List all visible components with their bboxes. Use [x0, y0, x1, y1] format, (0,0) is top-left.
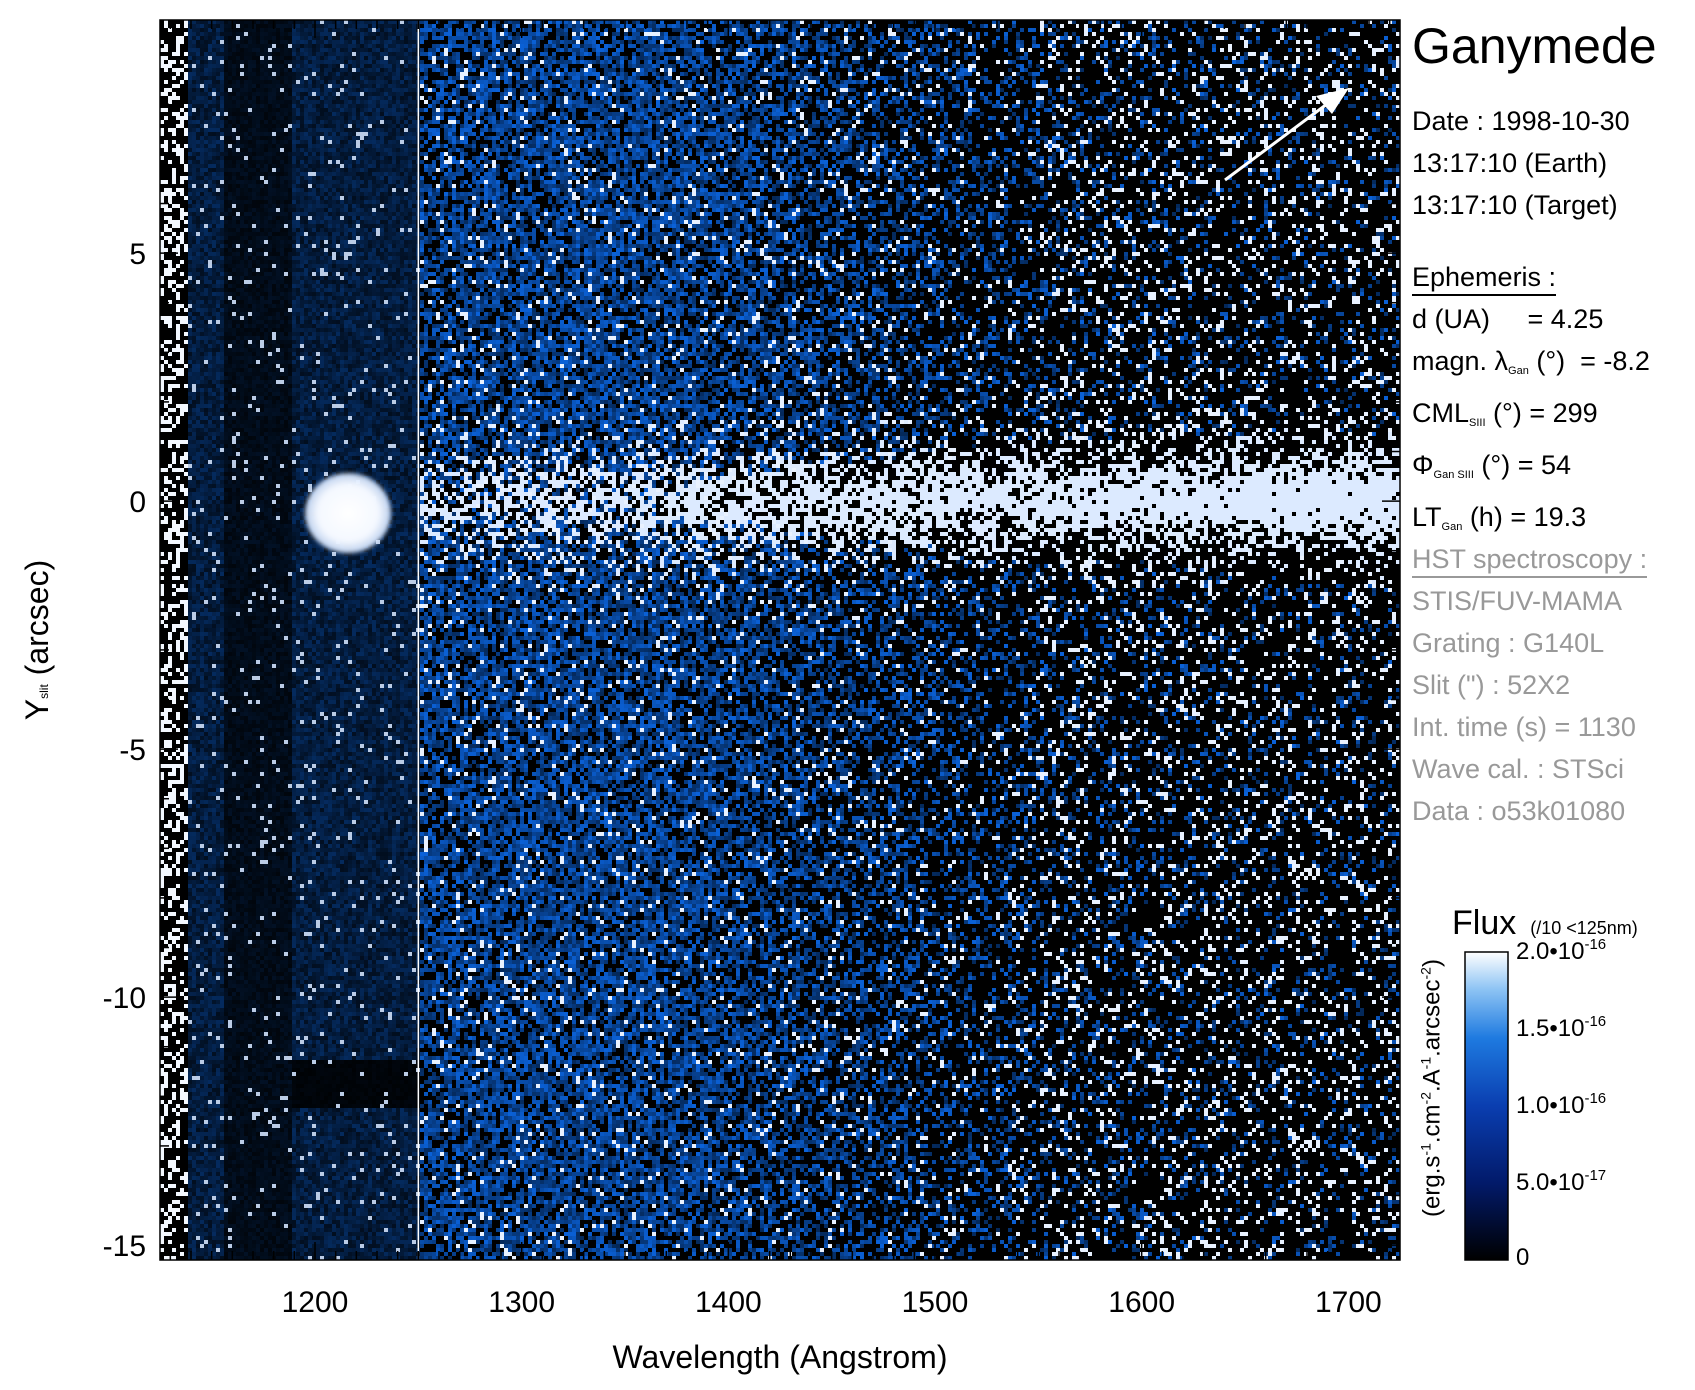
lyman-alpha-blob — [305, 473, 392, 554]
direction-arrow — [1224, 88, 1349, 182]
colorbar-tick-label: 2.0•10-16 — [1516, 936, 1607, 965]
hst-line: STIS/FUV-MAMA — [1412, 586, 1623, 616]
x-tick-label: 1500 — [902, 1286, 969, 1319]
colorbar-note: (/10 <125nm) — [1530, 918, 1638, 938]
colorbar — [1464, 951, 1509, 1261]
x-axis-ticks: 1200 1300 1400 1500 1600 1700 — [169, 20, 1391, 1319]
y-axis-label: Yslit (arcsec) — [19, 560, 55, 720]
colorbar-tick-label: 0 — [1516, 1244, 1530, 1271]
x-tick-label: 1600 — [1108, 1286, 1175, 1319]
ephemeris-lt: LTGan (h) = 19.3 — [1412, 502, 1587, 533]
info-date: Date : 1998-10-30 — [1412, 106, 1630, 136]
colorbar-title: Flux (/10 <125nm) — [1452, 904, 1638, 942]
colorbar-tick-label: 1.5•10-16 — [1516, 1013, 1607, 1042]
x-tick-label: 1700 — [1315, 1286, 1382, 1319]
ephemeris-panel: Ephemeris : d (UA) = 4.25 magn. λGan (°)… — [1412, 256, 1650, 548]
observation-info: Date : 1998-10-30 13:17:10 (Earth) 13:17… — [1412, 100, 1630, 226]
colorbar-tick-label: 1.0•10-16 — [1516, 1090, 1607, 1119]
x-tick-label: 1200 — [282, 1286, 349, 1319]
x-axis-label: Wavelength (Angstrom) — [613, 1339, 948, 1375]
y-tick-label: -15 — [103, 1230, 146, 1263]
x-tick-label: 1300 — [488, 1286, 555, 1319]
ephemeris-magn-lat: magn. λGan (°) = -8.2 — [1412, 346, 1650, 377]
hst-line: Data : o53k01080 — [1412, 796, 1626, 826]
y-axis-ticks: 5 0 -5 -10 -15 — [103, 53, 1400, 1263]
plot-frame — [159, 19, 1401, 1261]
x-tick-label: 1400 — [695, 1286, 762, 1319]
ephemeris-phi: ΦGan SIII (°) = 54 — [1412, 450, 1571, 481]
hst-line: Int. time (s) = 1130 — [1412, 712, 1636, 742]
info-earth-time: 13:17:10 (Earth) — [1412, 148, 1608, 178]
hst-line: Wave cal. : STSci — [1412, 754, 1625, 784]
ephemeris-heading: Ephemeris : — [1412, 260, 1557, 296]
spectral-image — [160, 20, 1400, 1260]
ephemeris-cml: CMLSIII (°) = 299 — [1412, 398, 1598, 429]
colorbar-tick-label: 5.0•10-17 — [1516, 1167, 1607, 1196]
y-tick-label: -5 — [119, 734, 146, 767]
y-tick-label: 0 — [129, 486, 146, 519]
hst-line: Slit (") : 52X2 — [1412, 670, 1571, 700]
y-tick-label: 5 — [129, 238, 146, 271]
hst-line: Grating : G140L — [1412, 628, 1605, 658]
y-tick-label: -10 — [103, 982, 146, 1015]
info-target-time: 13:17:10 (Target) — [1412, 190, 1618, 220]
chart-title: Ganymede — [1412, 18, 1657, 74]
hst-heading: HST spectroscopy : — [1412, 542, 1648, 578]
hst-panel: HST spectroscopy : STIS/FUV-MAMA Grating… — [1412, 538, 1648, 832]
ephemeris-distance: d (UA) = 4.25 — [1412, 304, 1604, 334]
